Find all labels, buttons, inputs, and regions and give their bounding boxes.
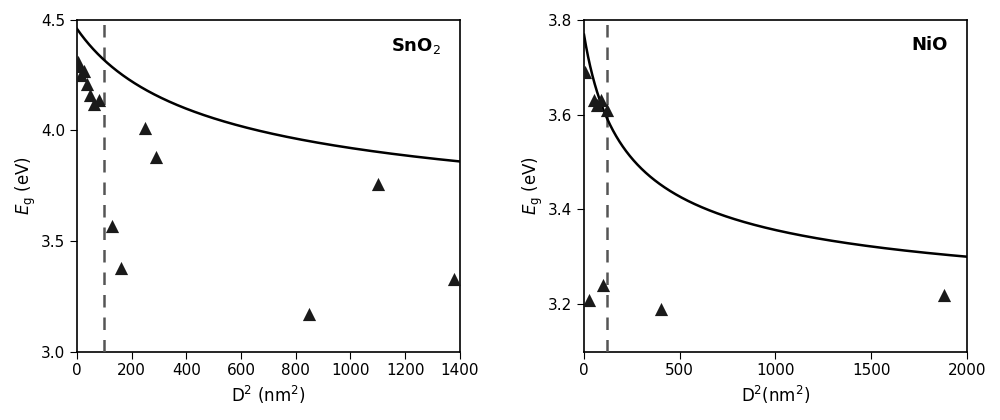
- Point: [70, 58, 86, 65]
- Point: [148, 154, 164, 160]
- Point: [577, 68, 593, 75]
- Point: [71, 63, 87, 70]
- Point: [599, 107, 615, 113]
- Point: [586, 97, 602, 104]
- Point: [653, 306, 669, 312]
- Point: [581, 296, 597, 303]
- Text: NiO: NiO: [911, 37, 948, 55]
- Point: [76, 67, 92, 74]
- Point: [593, 97, 609, 104]
- Point: [137, 125, 153, 131]
- Point: [73, 72, 89, 79]
- Point: [446, 275, 462, 282]
- Point: [595, 282, 611, 289]
- Point: [370, 180, 386, 187]
- Text: SnO$_2$: SnO$_2$: [391, 37, 441, 56]
- Point: [91, 96, 107, 103]
- Point: [589, 102, 605, 108]
- Point: [82, 92, 98, 98]
- Point: [104, 222, 120, 229]
- Y-axis label: $E_{\mathrm{g}}$ (eV): $E_{\mathrm{g}}$ (eV): [14, 156, 38, 215]
- X-axis label: D$^2$ (nm$^2$): D$^2$ (nm$^2$): [231, 384, 306, 406]
- Y-axis label: $E_{\mathrm{g}}$ (eV): $E_{\mathrm{g}}$ (eV): [521, 156, 545, 215]
- Point: [86, 100, 102, 107]
- Point: [113, 264, 129, 271]
- Point: [79, 81, 95, 87]
- Point: [301, 311, 317, 318]
- X-axis label: D$^2$(nm$^2$): D$^2$(nm$^2$): [741, 384, 810, 406]
- Point: [936, 291, 952, 298]
